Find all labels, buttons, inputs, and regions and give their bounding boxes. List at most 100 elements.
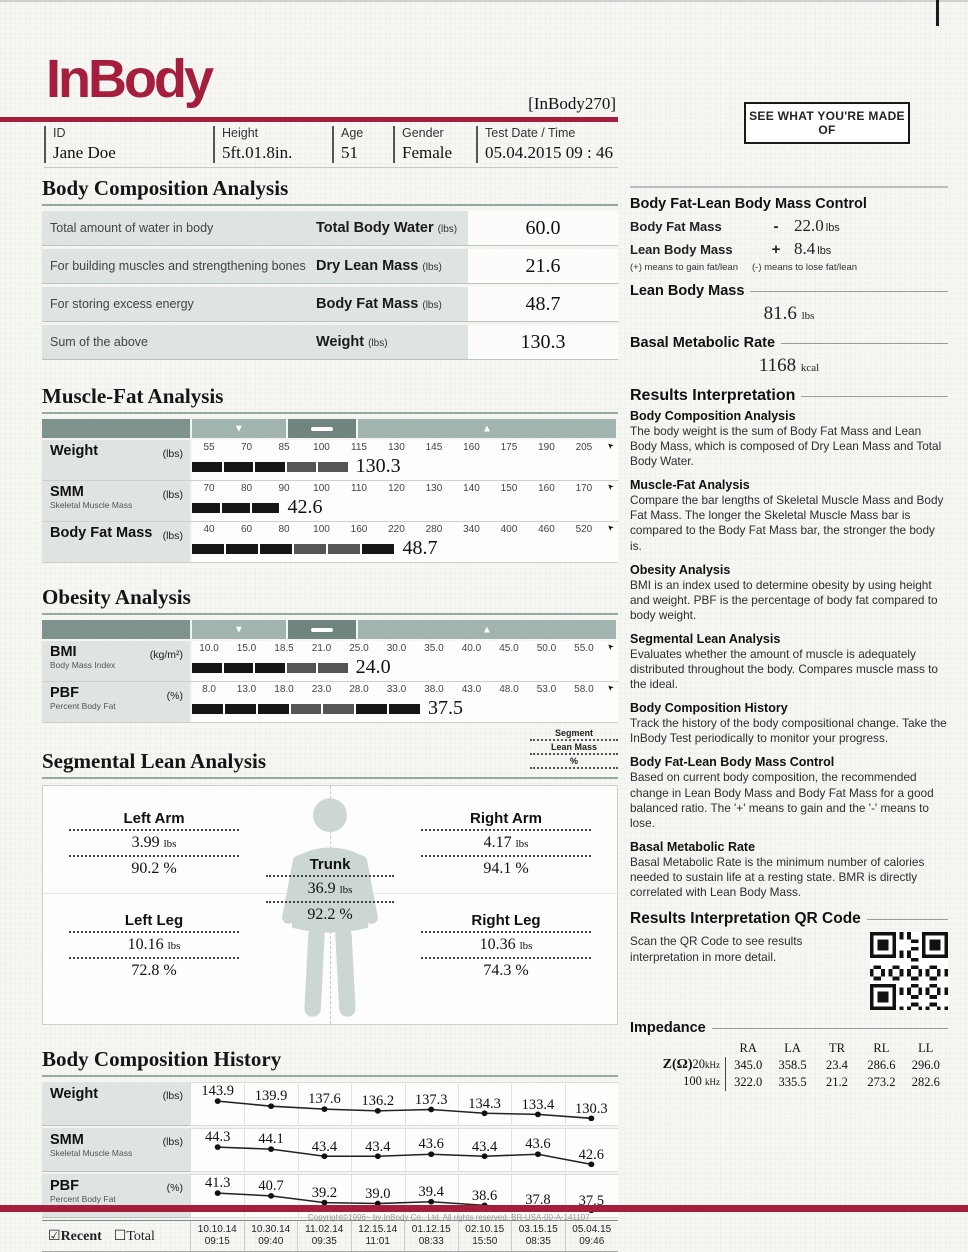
axis-tick: 38.0	[424, 684, 444, 695]
axis-tick: 25.0	[349, 643, 369, 654]
interpretation-heading: Obesity Analysis	[630, 562, 731, 577]
interpretation-text: Track the history of the body compositio…	[630, 716, 947, 746]
bar-segment	[290, 704, 322, 714]
value-bar	[192, 544, 396, 554]
bar-segment	[224, 704, 256, 714]
axis-tick: 33.0	[386, 684, 407, 695]
history-point-value: 139.9	[254, 1088, 288, 1105]
body-composition-table: Total amount of water in body Total Body …	[42, 211, 618, 360]
bar-segment	[192, 544, 225, 554]
bar-value: 37.5	[428, 697, 464, 719]
impedance-table: RA LA TR RL LL Z(Ω)20kHz 345.0 358.5 23.4 286.6 29…	[630, 1040, 948, 1092]
history-date: 10.10.14	[197, 1224, 237, 1235]
history-date: 02.10.15	[465, 1224, 505, 1235]
row-label: Weight (lbs)	[316, 334, 388, 350]
bar-chart-row: BMI Body Mass Index (kg/m²) 10.0 15.0 18.5 21.…	[42, 641, 618, 682]
value-bar	[192, 663, 350, 673]
bar-plot: 8.0 13.0 18.0 23.0 28.0 33.0 38.0 43.0 48.0 53.0 5…	[192, 682, 618, 722]
axis-tick: 160	[350, 524, 368, 535]
history-time: 09:15	[204, 1236, 230, 1247]
bmr-value: 1168 kcal	[758, 355, 820, 376]
bar-chart-row: PBF Percent Body Fat (%) 8.0 13.0 18.0 23.0 28.…	[42, 682, 618, 723]
control-sign: +	[771, 241, 781, 258]
total-toggle: ☐Total	[114, 1227, 155, 1245]
column-separator	[457, 1083, 459, 1125]
history-date: 10.30.14	[251, 1224, 291, 1235]
section-title-muscle-fat: Muscle-Fat Analysis	[42, 384, 618, 414]
inbody-logo: InBody	[46, 49, 214, 109]
zone-under: ▼	[192, 419, 286, 438]
bar-row-unit: (%)	[166, 690, 183, 702]
bar-row-label: BMI Body Mass Index (kg/m²)	[42, 641, 190, 681]
bar-segment	[192, 462, 222, 472]
bar-row-unit: (kg/m²)	[149, 649, 183, 661]
cursor-icon: ➤	[605, 439, 617, 452]
bar-row-name: PBF	[50, 685, 79, 701]
impedance-z-symbol: Z(Ω)	[662, 1057, 693, 1073]
chart-header: ▼ ▲	[42, 620, 618, 639]
history-row-name: PBF	[50, 1178, 79, 1194]
screen-edge-artifact	[936, 0, 939, 26]
info-row: ID Jane Doe Height 5ft.01.8in. Age 51 Gender Fe…	[44, 126, 618, 168]
cursor-icon: ➤	[605, 681, 617, 694]
over-marker-icon: ▲	[481, 423, 492, 434]
bar-row-subname: Percent Body Fat	[50, 701, 116, 712]
total-label: Total	[126, 1229, 155, 1244]
history-date: 03.15.15	[518, 1224, 558, 1235]
section-title-history: Body Composition History	[42, 1047, 618, 1077]
history-point-value: 43.4	[365, 1138, 391, 1155]
bar-plot: 40 60 80 100 160 220 280 340 400 460 520 ➤ 48.7	[192, 522, 618, 562]
history-footer: ☑Recent ☐Total 10.10.14 09:15 10.30.14 09:4…	[42, 1220, 618, 1252]
section-title-segmental: Segmental Lean Analysis	[42, 749, 618, 779]
row-description: Sum of the above	[50, 335, 148, 349]
column-separator	[297, 1083, 299, 1125]
impedance-value: 286.6	[867, 1058, 896, 1073]
interpretation-heading: Body Composition History	[630, 701, 788, 716]
impedance-col-header: TR	[829, 1041, 845, 1056]
segment-mass: 10.36 lbs	[421, 933, 591, 959]
bar-row-name: BMI	[50, 644, 77, 660]
cursor-icon: ➤	[605, 640, 617, 653]
impedance-col-header: LA	[784, 1041, 801, 1056]
axis-tick: 160	[538, 483, 555, 494]
history-point-value: 40.7	[258, 1177, 284, 1194]
axis-tick: 50.0	[536, 643, 557, 654]
info-label: Age	[341, 126, 364, 140]
history-point-value: 43.4	[311, 1138, 338, 1155]
info-value: 51	[341, 143, 358, 162]
segment-mass: 10.16 lbs	[69, 933, 239, 959]
value-bar	[192, 704, 422, 714]
history-point-value: 130.3	[575, 1101, 608, 1117]
axis-tick: 130	[425, 483, 443, 494]
axis-tick: 80	[240, 483, 253, 494]
interpretation-item: Muscle-Fat Analysis Compare the bar lengt…	[630, 478, 948, 553]
chart-zones: ▼ ▲	[192, 419, 618, 438]
segment-percent: 72.8 %	[131, 962, 177, 979]
chart-header-left	[42, 419, 190, 438]
row-label: Total Body Water (lbs)	[316, 220, 458, 236]
info-label: Test Date / Time	[485, 126, 576, 140]
bmr-section-title: Basal Metabolic Rate	[630, 335, 948, 351]
interpretation-heading: Basal Metabolic Rate	[630, 839, 756, 854]
value-bar	[192, 503, 281, 513]
checked-checkbox-icon: ☑	[48, 1227, 61, 1243]
bar-segment	[318, 462, 348, 472]
history-point-value: 38.6	[471, 1187, 498, 1204]
column-separator	[404, 1175, 406, 1217]
device-model-label: [InBody270]	[528, 94, 616, 113]
muscle-fat-chart: ▼ ▲ Weight (lbs) 55 70 85 100 115 130 145 160 175 190…	[42, 419, 618, 563]
column-separator	[564, 1083, 566, 1125]
history-time: 08:33	[418, 1236, 444, 1247]
axis-tick: 23.0	[311, 684, 332, 695]
zone-over: ▲	[357, 620, 616, 639]
axis-tick: 40	[203, 524, 215, 535]
column-separator	[297, 1129, 299, 1171]
axis-tick: 100	[313, 442, 330, 453]
history-row: Weight (lbs) 143.9 139.9 137.6 136.2 137.3 134.…	[42, 1082, 618, 1126]
history-date-cell: 03.15.15 08:35	[511, 1221, 565, 1251]
interpretation-item: Body Composition History Track the histor…	[630, 701, 948, 746]
history-point-value: 133.4	[521, 1096, 555, 1113]
row-value: 130.3	[468, 325, 618, 359]
impedance-col-header: RL	[873, 1041, 890, 1056]
axis-tick: 53.0	[536, 684, 557, 695]
